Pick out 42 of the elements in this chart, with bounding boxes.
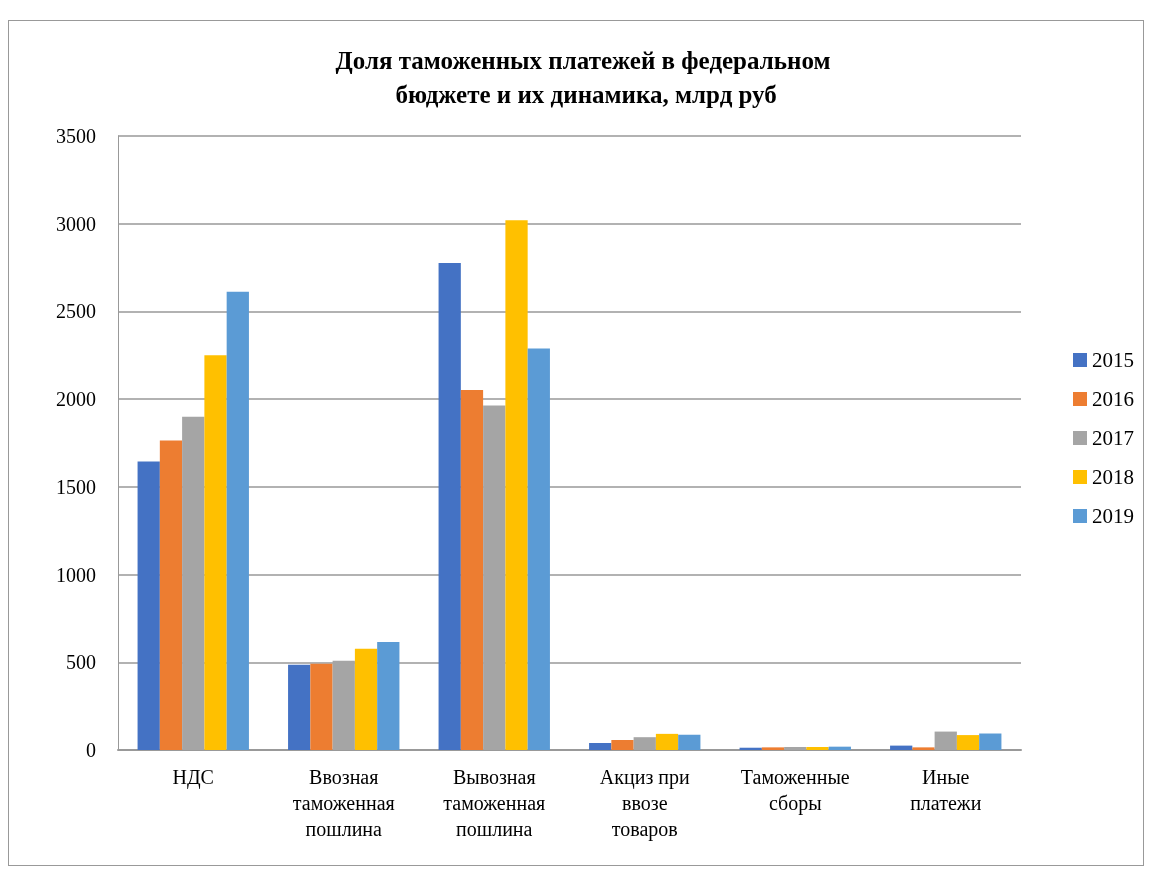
bar: [890, 745, 913, 750]
bar: [354, 648, 378, 750]
bar: [979, 733, 1002, 750]
x-tick-label: Вывозная таможенная пошлина: [443, 766, 546, 840]
bar: [589, 742, 612, 750]
bar: [505, 220, 528, 750]
x-tick-label: Таможенные сборы: [740, 766, 850, 815]
bar: [377, 641, 400, 750]
x-tick-label: Ввозная таможенная пошлина: [292, 766, 395, 840]
bar: [806, 747, 829, 750]
y-tick-label: 3500: [56, 125, 96, 147]
chart-title: Доля таможенных платежей в федеральном бюджете и их динамика, млрд руб: [335, 46, 831, 108]
legend-label: 2019: [1092, 504, 1134, 528]
legend-label: 2017: [1092, 426, 1134, 450]
y-tick-label: 1000: [56, 563, 96, 586]
y-tick-label: 0: [86, 739, 96, 761]
x-tick-label: Иные платежи: [910, 766, 982, 814]
bar: [159, 440, 183, 750]
y-tick-label: 2000: [56, 388, 96, 411]
legend-label: 2018: [1092, 465, 1134, 489]
bar: [761, 747, 785, 750]
y-tick-label: 3000: [56, 212, 96, 235]
bar: [438, 263, 461, 750]
bar: [527, 348, 550, 750]
bar: [226, 291, 249, 750]
bar: [611, 740, 634, 750]
bar: [912, 747, 935, 750]
bar: [137, 461, 160, 750]
x-tick-label: Акциз при ввозе товаров: [599, 766, 690, 841]
bar: [460, 390, 484, 750]
y-tick-label: 1500: [56, 475, 96, 498]
bar: [956, 735, 980, 750]
legend-label: 2016: [1092, 387, 1134, 411]
bar: [678, 734, 701, 750]
bar: [310, 663, 333, 750]
y-tick-label: 2500: [56, 300, 96, 323]
legend-label: 2015: [1092, 348, 1134, 372]
bar: [655, 733, 679, 750]
bar: [288, 664, 311, 750]
y-tick-label: 500: [66, 651, 96, 674]
bar: [204, 355, 227, 750]
x-tick-label: НДС: [172, 766, 214, 789]
